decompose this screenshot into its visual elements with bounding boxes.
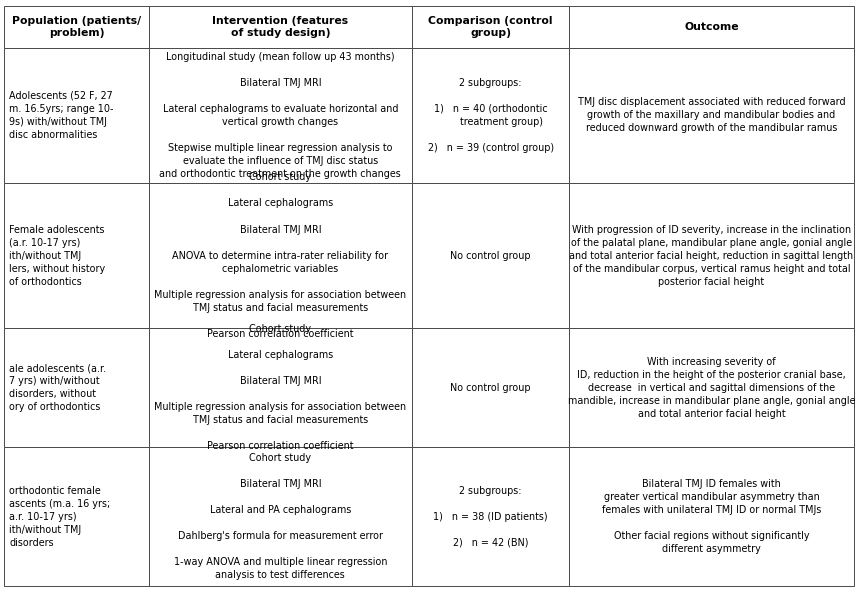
Text: With progression of ID severity, increase in the inclination
of the palatal plan: With progression of ID severity, increas…: [570, 224, 854, 287]
Bar: [4, 183, 148, 328]
Bar: [4, 448, 148, 586]
Text: Female adolescents
(a.r. 10-17 yrs)
ith/without TMJ
lers, without history
of ort: Female adolescents (a.r. 10-17 yrs) ith/…: [9, 224, 106, 287]
Bar: [148, 328, 412, 448]
Bar: [412, 6, 569, 48]
Bar: [569, 48, 854, 183]
Bar: [148, 448, 412, 586]
Text: Population (patients/
problem): Population (patients/ problem): [12, 16, 141, 38]
Text: Cohort study

Bilateral TMJ MRI

Lateral and PA cephalograms

Dahlberg's formula: Cohort study Bilateral TMJ MRI Lateral a…: [173, 453, 387, 580]
Bar: [148, 6, 412, 48]
Text: 2 subgroups:

1)   n = 38 (ID patients)

2)   n = 42 (BN): 2 subgroups: 1) n = 38 (ID patients) 2) …: [433, 486, 548, 548]
Text: TMJ disc displacement associated with reduced forward
growth of the maxillary an: TMJ disc displacement associated with re…: [577, 97, 845, 133]
Text: Cohort study

Lateral cephalograms

Bilateral TMJ MRI

Multiple regression analy: Cohort study Lateral cephalograms Bilate…: [154, 324, 407, 451]
Bar: [4, 48, 148, 183]
Bar: [148, 48, 412, 183]
Text: Bilateral TMJ ID females with
greater vertical mandibular asymmetry than
females: Bilateral TMJ ID females with greater ve…: [601, 479, 821, 554]
Text: Longitudinal study (mean follow up 43 months)

Bilateral TMJ MRI

Lateral cephal: Longitudinal study (mean follow up 43 mo…: [160, 52, 402, 179]
Text: Intervention (features
of study design): Intervention (features of study design): [212, 16, 348, 38]
Bar: [148, 183, 412, 328]
Bar: [412, 448, 569, 586]
Bar: [412, 328, 569, 448]
Bar: [569, 448, 854, 586]
Bar: [4, 6, 148, 48]
Bar: [569, 328, 854, 448]
Bar: [569, 6, 854, 48]
Bar: [4, 328, 148, 448]
Text: No control group: No control group: [450, 383, 531, 393]
Text: No control group: No control group: [450, 250, 531, 260]
Text: ale adolescents (a.r.
7 yrs) with/without
disorders, without
ory of orthodontics: ale adolescents (a.r. 7 yrs) with/withou…: [9, 363, 106, 412]
Text: orthodontic female
ascents (m.a. 16 yrs;
a.r. 10-17 yrs)
ith/without TMJ
disorde: orthodontic female ascents (m.a. 16 yrs;…: [9, 486, 111, 548]
Text: Adolescents (52 F, 27
m. 16.5yrs; range 10-
9s) with/without TMJ
disc abnormalit: Adolescents (52 F, 27 m. 16.5yrs; range …: [9, 91, 114, 140]
Bar: [412, 48, 569, 183]
Text: Outcome: Outcome: [684, 22, 739, 32]
Text: Cohort study

Lateral cephalograms

Bilateral TMJ MRI

ANOVA to determine intra-: Cohort study Lateral cephalograms Bilate…: [154, 173, 407, 339]
Text: 2 subgroups:

1)   n = 40 (orthodontic
       treatment group)

2)   n = 39 (con: 2 subgroups: 1) n = 40 (orthodontic trea…: [427, 78, 553, 153]
Text: Comparison (control
group): Comparison (control group): [428, 16, 553, 38]
Bar: [569, 183, 854, 328]
Text: With increasing severity of
ID, reduction in the height of the posterior cranial: With increasing severity of ID, reductio…: [568, 357, 855, 419]
Bar: [412, 183, 569, 328]
